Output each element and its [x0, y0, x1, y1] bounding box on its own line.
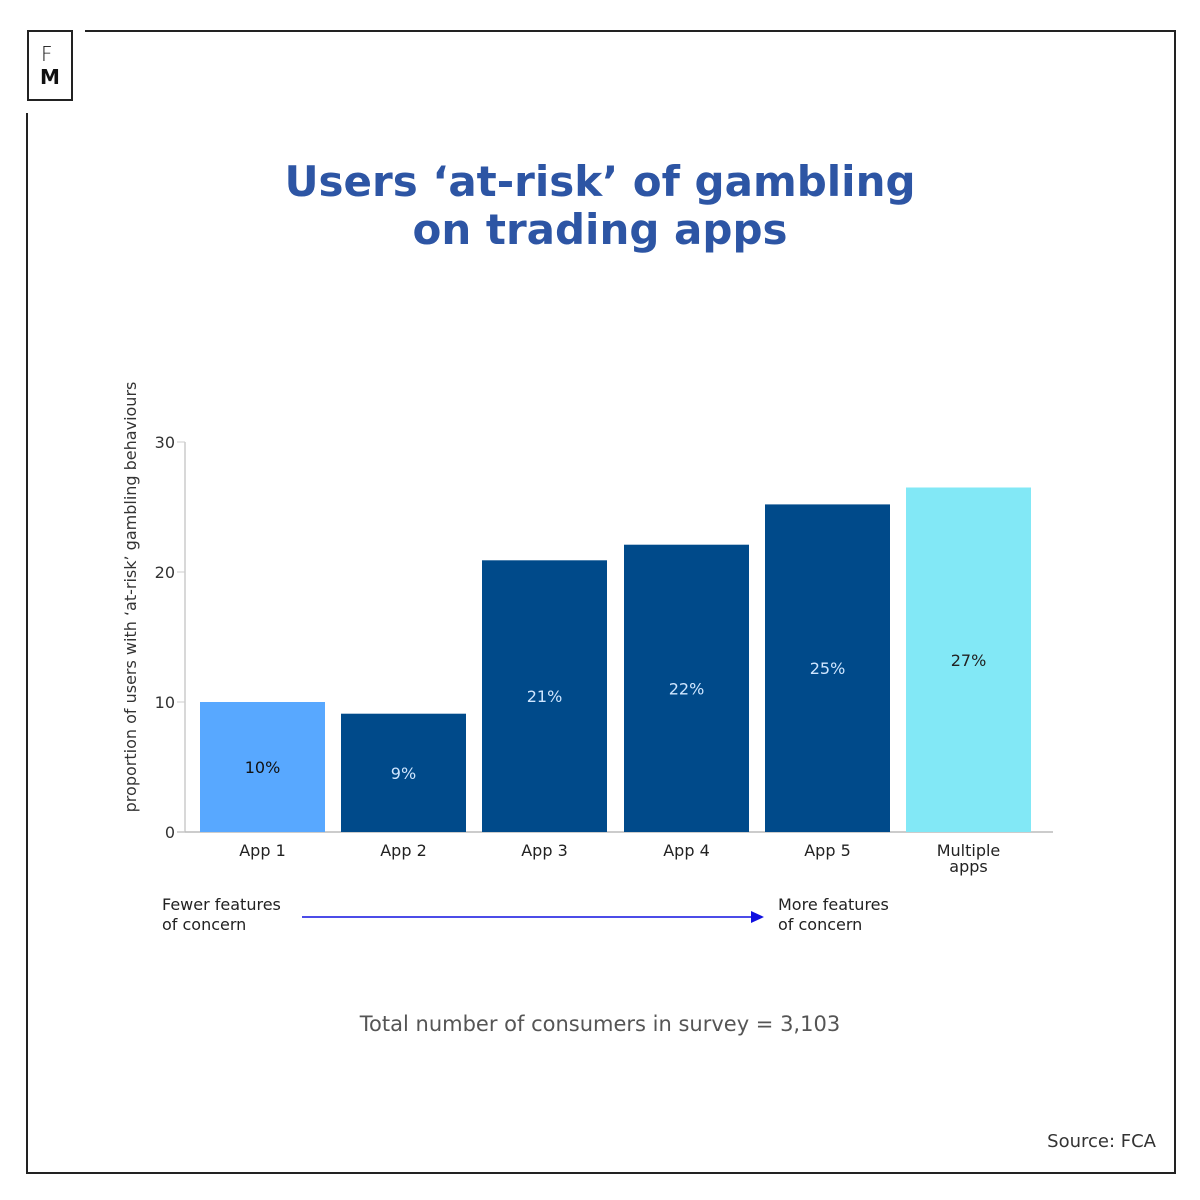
frame-top — [85, 30, 1176, 32]
frame-right — [1174, 30, 1176, 1174]
bar — [624, 544, 749, 832]
x-tick-label: App 1 — [239, 841, 286, 860]
x-tick-label: App 3 — [521, 841, 568, 860]
y-tick-label: 0 — [165, 823, 175, 842]
logo-f: F — [41, 42, 53, 66]
frame-left — [26, 113, 28, 1174]
bar — [482, 560, 607, 832]
survey-note: Total number of consumers in survey = 3,… — [359, 1012, 841, 1036]
logo-m: M — [40, 65, 60, 89]
data-label: 27% — [951, 651, 987, 670]
bar — [341, 713, 466, 832]
fm-logo: F M — [27, 30, 73, 101]
annotation-more-features: More features — [778, 895, 889, 914]
x-tick-label: App 5 — [804, 841, 851, 860]
arrow-head-icon — [751, 911, 764, 923]
x-tick-label: App 4 — [663, 841, 710, 860]
y-axis-label: proportion of users with ‘at-risk’ gambl… — [121, 382, 140, 813]
bar — [200, 702, 325, 832]
data-label: 10% — [245, 758, 281, 777]
data-label: 22% — [669, 679, 705, 698]
source-text: Source: FCA — [1047, 1131, 1156, 1152]
chart-title: Users ‘at-risk’ of gambling on trading a… — [0, 158, 1200, 254]
title-line-2: on trading apps — [412, 205, 788, 254]
title-line-1: Users ‘at-risk’ of gambling — [284, 157, 916, 206]
data-label: 9% — [391, 764, 416, 783]
y-tick-label: 30 — [155, 433, 175, 452]
annotation-fewer-features: of concern — [162, 915, 246, 934]
y-tick-label: 10 — [155, 693, 175, 712]
data-label: 25% — [810, 659, 846, 678]
x-tick-label: App 2 — [380, 841, 427, 860]
data-label: 21% — [527, 687, 563, 706]
x-tick-label: Multiple — [937, 841, 1001, 860]
y-tick-label: 20 — [155, 563, 175, 582]
frame-bottom — [26, 1172, 1176, 1174]
x-tick-label: apps — [949, 857, 987, 876]
bar — [906, 487, 1031, 832]
annotation-fewer-features: Fewer features — [162, 895, 281, 914]
bar — [765, 504, 890, 832]
annotation-more-features: of concern — [778, 915, 862, 934]
